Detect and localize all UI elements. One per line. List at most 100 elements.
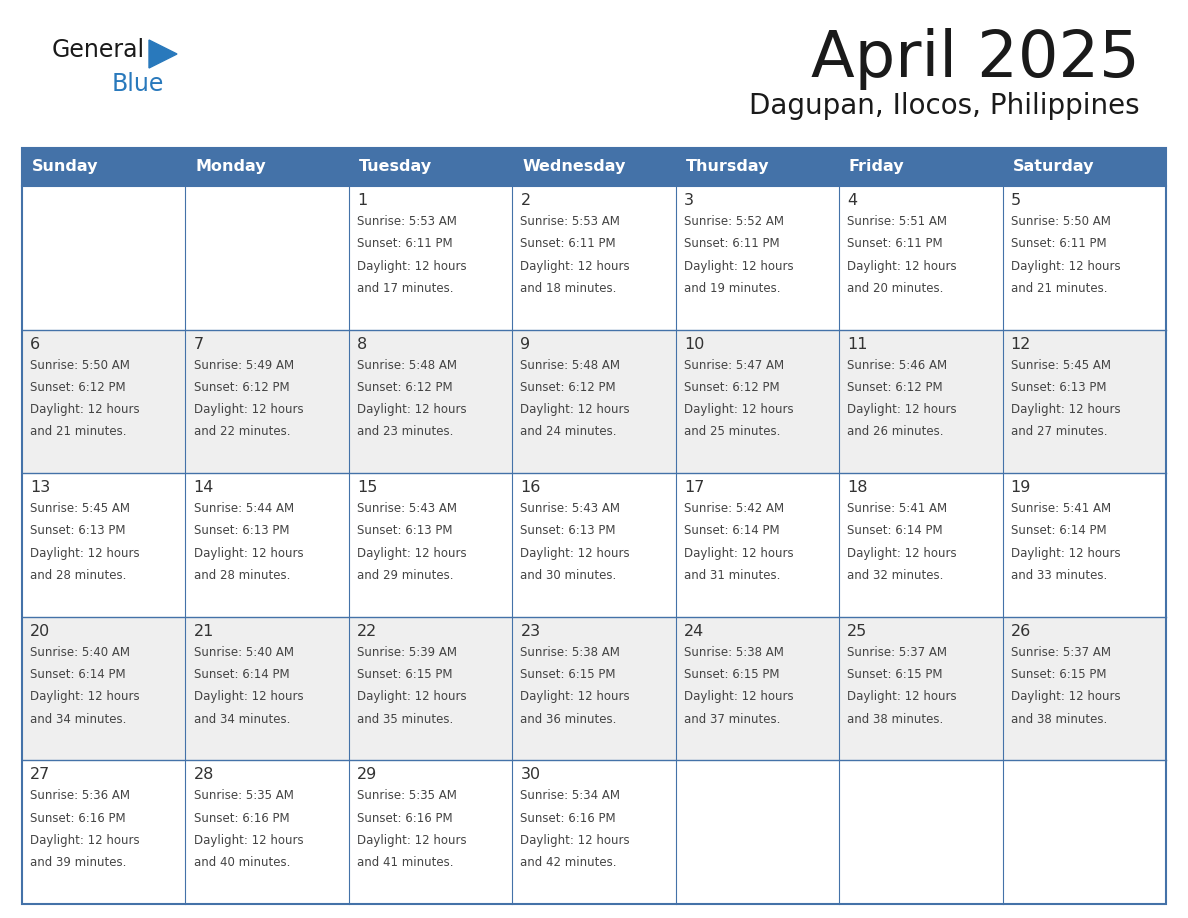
Text: 19: 19: [1011, 480, 1031, 495]
Text: Sunset: 6:12 PM: Sunset: 6:12 PM: [30, 381, 126, 394]
Text: and 21 minutes.: and 21 minutes.: [30, 425, 127, 439]
Bar: [676, 148, 839, 186]
Text: 5: 5: [1011, 193, 1020, 208]
Text: 15: 15: [358, 480, 378, 495]
Text: Sunrise: 5:50 AM: Sunrise: 5:50 AM: [30, 359, 129, 372]
Text: Sunset: 6:15 PM: Sunset: 6:15 PM: [358, 668, 453, 681]
Text: and 28 minutes.: and 28 minutes.: [30, 569, 127, 582]
Text: Daylight: 12 hours: Daylight: 12 hours: [194, 547, 303, 560]
Bar: [1003, 148, 1165, 186]
Text: Sunrise: 5:41 AM: Sunrise: 5:41 AM: [1011, 502, 1111, 515]
Text: Sunset: 6:14 PM: Sunset: 6:14 PM: [194, 668, 289, 681]
Text: and 27 minutes.: and 27 minutes.: [1011, 425, 1107, 439]
Text: Daylight: 12 hours: Daylight: 12 hours: [194, 403, 303, 416]
Text: Sunrise: 5:41 AM: Sunrise: 5:41 AM: [847, 502, 948, 515]
Text: and 38 minutes.: and 38 minutes.: [847, 712, 943, 725]
Text: Daylight: 12 hours: Daylight: 12 hours: [520, 547, 630, 560]
Text: Wednesday: Wednesday: [522, 160, 625, 174]
Bar: [23, 148, 185, 186]
Text: Sunrise: 5:53 AM: Sunrise: 5:53 AM: [520, 215, 620, 228]
Text: Sunset: 6:13 PM: Sunset: 6:13 PM: [520, 524, 615, 537]
Text: Sunset: 6:14 PM: Sunset: 6:14 PM: [1011, 524, 1106, 537]
Text: Friday: Friday: [849, 160, 904, 174]
Text: Sunset: 6:16 PM: Sunset: 6:16 PM: [520, 812, 617, 824]
Text: Sunrise: 5:48 AM: Sunrise: 5:48 AM: [358, 359, 457, 372]
Text: and 42 minutes.: and 42 minutes.: [520, 856, 617, 869]
Text: Tuesday: Tuesday: [359, 160, 431, 174]
Text: Daylight: 12 hours: Daylight: 12 hours: [847, 547, 958, 560]
Text: Sunrise: 5:46 AM: Sunrise: 5:46 AM: [847, 359, 948, 372]
Text: Daylight: 12 hours: Daylight: 12 hours: [1011, 403, 1120, 416]
Text: Daylight: 12 hours: Daylight: 12 hours: [194, 834, 303, 847]
Text: 18: 18: [847, 480, 867, 495]
Text: and 32 minutes.: and 32 minutes.: [847, 569, 943, 582]
Text: Sunset: 6:16 PM: Sunset: 6:16 PM: [358, 812, 453, 824]
Text: Daylight: 12 hours: Daylight: 12 hours: [1011, 547, 1120, 560]
Text: 25: 25: [847, 624, 867, 639]
Text: Sunset: 6:13 PM: Sunset: 6:13 PM: [194, 524, 289, 537]
Text: and 41 minutes.: and 41 minutes.: [358, 856, 454, 869]
Text: 14: 14: [194, 480, 214, 495]
Text: Daylight: 12 hours: Daylight: 12 hours: [847, 690, 958, 703]
Text: Sunrise: 5:36 AM: Sunrise: 5:36 AM: [30, 789, 131, 802]
Text: and 21 minutes.: and 21 minutes.: [1011, 282, 1107, 295]
Text: and 40 minutes.: and 40 minutes.: [194, 856, 290, 869]
Text: Daylight: 12 hours: Daylight: 12 hours: [194, 690, 303, 703]
Text: Sunset: 6:14 PM: Sunset: 6:14 PM: [30, 668, 126, 681]
Text: Daylight: 12 hours: Daylight: 12 hours: [684, 260, 794, 273]
Text: Sunset: 6:11 PM: Sunset: 6:11 PM: [358, 237, 453, 251]
Text: Saturday: Saturday: [1012, 160, 1094, 174]
Text: General: General: [52, 38, 145, 62]
Text: Sunday: Sunday: [32, 160, 99, 174]
Text: 23: 23: [520, 624, 541, 639]
Text: 17: 17: [684, 480, 704, 495]
Text: 10: 10: [684, 337, 704, 352]
Bar: [23, 617, 1165, 760]
Text: Sunrise: 5:42 AM: Sunrise: 5:42 AM: [684, 502, 784, 515]
Text: Sunrise: 5:37 AM: Sunrise: 5:37 AM: [847, 645, 947, 659]
Text: Sunset: 6:11 PM: Sunset: 6:11 PM: [684, 237, 779, 251]
Text: Daylight: 12 hours: Daylight: 12 hours: [358, 403, 467, 416]
Text: Sunset: 6:11 PM: Sunset: 6:11 PM: [520, 237, 617, 251]
Text: Sunrise: 5:48 AM: Sunrise: 5:48 AM: [520, 359, 620, 372]
Text: Daylight: 12 hours: Daylight: 12 hours: [520, 260, 630, 273]
Text: Daylight: 12 hours: Daylight: 12 hours: [30, 690, 140, 703]
Text: Sunrise: 5:34 AM: Sunrise: 5:34 AM: [520, 789, 620, 802]
Text: Sunrise: 5:45 AM: Sunrise: 5:45 AM: [1011, 359, 1111, 372]
Text: and 29 minutes.: and 29 minutes.: [358, 569, 454, 582]
Text: and 23 minutes.: and 23 minutes.: [358, 425, 454, 439]
Bar: [23, 330, 1165, 473]
Text: and 37 minutes.: and 37 minutes.: [684, 712, 781, 725]
Text: Sunset: 6:13 PM: Sunset: 6:13 PM: [1011, 381, 1106, 394]
Text: Sunset: 6:15 PM: Sunset: 6:15 PM: [684, 668, 779, 681]
Text: 30: 30: [520, 767, 541, 782]
Text: Sunrise: 5:51 AM: Sunrise: 5:51 AM: [847, 215, 947, 228]
Text: 29: 29: [358, 767, 378, 782]
Text: Sunset: 6:11 PM: Sunset: 6:11 PM: [847, 237, 943, 251]
Text: Daylight: 12 hours: Daylight: 12 hours: [30, 834, 140, 847]
Text: Sunrise: 5:35 AM: Sunrise: 5:35 AM: [358, 789, 457, 802]
Text: Daylight: 12 hours: Daylight: 12 hours: [684, 690, 794, 703]
Text: Sunrise: 5:53 AM: Sunrise: 5:53 AM: [358, 215, 457, 228]
Text: Monday: Monday: [195, 160, 266, 174]
Text: 12: 12: [1011, 337, 1031, 352]
Text: Sunset: 6:11 PM: Sunset: 6:11 PM: [1011, 237, 1106, 251]
Text: Sunset: 6:12 PM: Sunset: 6:12 PM: [520, 381, 617, 394]
Text: and 30 minutes.: and 30 minutes.: [520, 569, 617, 582]
Text: 28: 28: [194, 767, 214, 782]
Text: 4: 4: [847, 193, 858, 208]
Text: 2: 2: [520, 193, 531, 208]
Text: Sunset: 6:13 PM: Sunset: 6:13 PM: [30, 524, 126, 537]
Bar: [23, 760, 1165, 904]
Text: Sunrise: 5:45 AM: Sunrise: 5:45 AM: [30, 502, 131, 515]
Text: Sunrise: 5:40 AM: Sunrise: 5:40 AM: [30, 645, 131, 659]
Text: and 20 minutes.: and 20 minutes.: [847, 282, 943, 295]
Text: Sunset: 6:12 PM: Sunset: 6:12 PM: [194, 381, 289, 394]
Bar: [23, 473, 1165, 617]
Text: Sunrise: 5:43 AM: Sunrise: 5:43 AM: [520, 502, 620, 515]
Text: 1: 1: [358, 193, 367, 208]
Text: 21: 21: [194, 624, 214, 639]
Text: Sunrise: 5:43 AM: Sunrise: 5:43 AM: [358, 502, 457, 515]
Text: and 36 minutes.: and 36 minutes.: [520, 712, 617, 725]
Text: Daylight: 12 hours: Daylight: 12 hours: [520, 403, 630, 416]
